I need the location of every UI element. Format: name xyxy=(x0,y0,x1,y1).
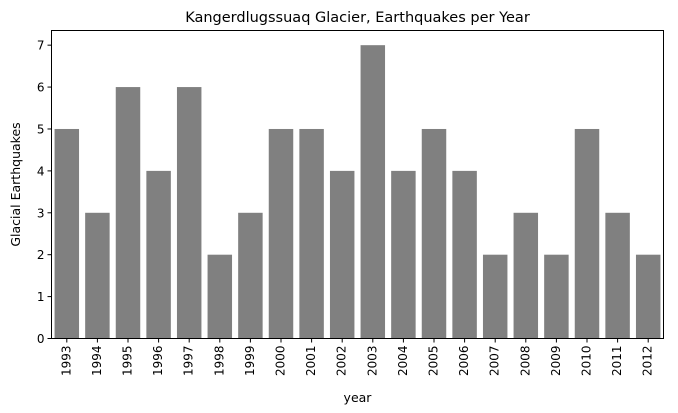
bar-2004 xyxy=(391,170,416,339)
x-axis: 1993 1994 1995 1996 1997 1998 1999 2000 2001 2002… xyxy=(59,338,655,377)
bar-1995 xyxy=(115,87,141,339)
x-tick-label-1995: 1995 xyxy=(121,346,135,377)
bars-group xyxy=(54,45,661,339)
x-tick-label-1996: 1996 xyxy=(151,346,165,377)
y-tick-label-7: 7 xyxy=(37,39,45,53)
bar-2003 xyxy=(360,45,386,339)
x-tick-label-2002: 2002 xyxy=(335,346,349,377)
bar-2009 xyxy=(544,254,569,339)
x-tick-label-1999: 1999 xyxy=(243,346,257,377)
x-tick-label-2009: 2009 xyxy=(549,346,563,377)
x-tick-label-2000: 2000 xyxy=(274,346,288,377)
bar-2006 xyxy=(452,170,477,339)
y-axis: 0 1 2 3 4 5 6 7 xyxy=(37,39,52,346)
bar-1998 xyxy=(207,254,233,339)
x-tick-label-1993: 1993 xyxy=(59,346,73,377)
bar-2011 xyxy=(605,212,630,339)
x-tick-label-2004: 2004 xyxy=(396,346,410,377)
x-tick-label-2006: 2006 xyxy=(457,346,471,377)
y-tick-label-4: 4 xyxy=(37,164,45,178)
bar-2002 xyxy=(329,170,355,339)
y-tick-label-0: 0 xyxy=(37,332,45,346)
x-tick-label-1998: 1998 xyxy=(212,346,226,377)
bar-2012 xyxy=(635,254,661,339)
x-tick-label-2003: 2003 xyxy=(365,346,379,377)
y-tick-label-3: 3 xyxy=(37,206,45,220)
x-tick-label-2005: 2005 xyxy=(427,346,441,377)
bar-1993 xyxy=(54,128,80,339)
y-axis-label: Glacial Earthquakes xyxy=(8,122,23,246)
y-tick-label-6: 6 xyxy=(37,81,45,95)
y-tick-label-2: 2 xyxy=(37,248,45,262)
x-tick-label-1997: 1997 xyxy=(182,346,196,377)
plot-frame xyxy=(51,30,664,339)
x-tick-label-2008: 2008 xyxy=(518,346,532,377)
x-tick-label-2010: 2010 xyxy=(580,346,594,377)
bar-1996 xyxy=(146,170,171,339)
x-tick-label-2007: 2007 xyxy=(488,346,502,377)
bar-2000 xyxy=(268,128,294,339)
x-axis-label: year xyxy=(344,390,373,405)
bar-2010 xyxy=(574,128,600,339)
x-tick-label-2011: 2011 xyxy=(610,346,624,377)
bar-2005 xyxy=(421,128,447,339)
y-tick-label-1: 1 xyxy=(37,290,45,304)
bar-2008 xyxy=(513,212,539,339)
bar-2007 xyxy=(482,254,508,339)
x-tick-label-2012: 2012 xyxy=(641,346,655,377)
y-tick-label-5: 5 xyxy=(37,122,45,136)
bar-1999 xyxy=(238,212,263,339)
bar-2001 xyxy=(299,128,324,339)
bar-1997 xyxy=(176,87,202,339)
chart-title: Kangerdlugssuaq Glacier, Earthquakes per… xyxy=(185,10,530,26)
x-tick-label-1994: 1994 xyxy=(90,346,104,377)
bar-1994 xyxy=(85,212,110,339)
x-tick-label-2001: 2001 xyxy=(304,346,318,377)
